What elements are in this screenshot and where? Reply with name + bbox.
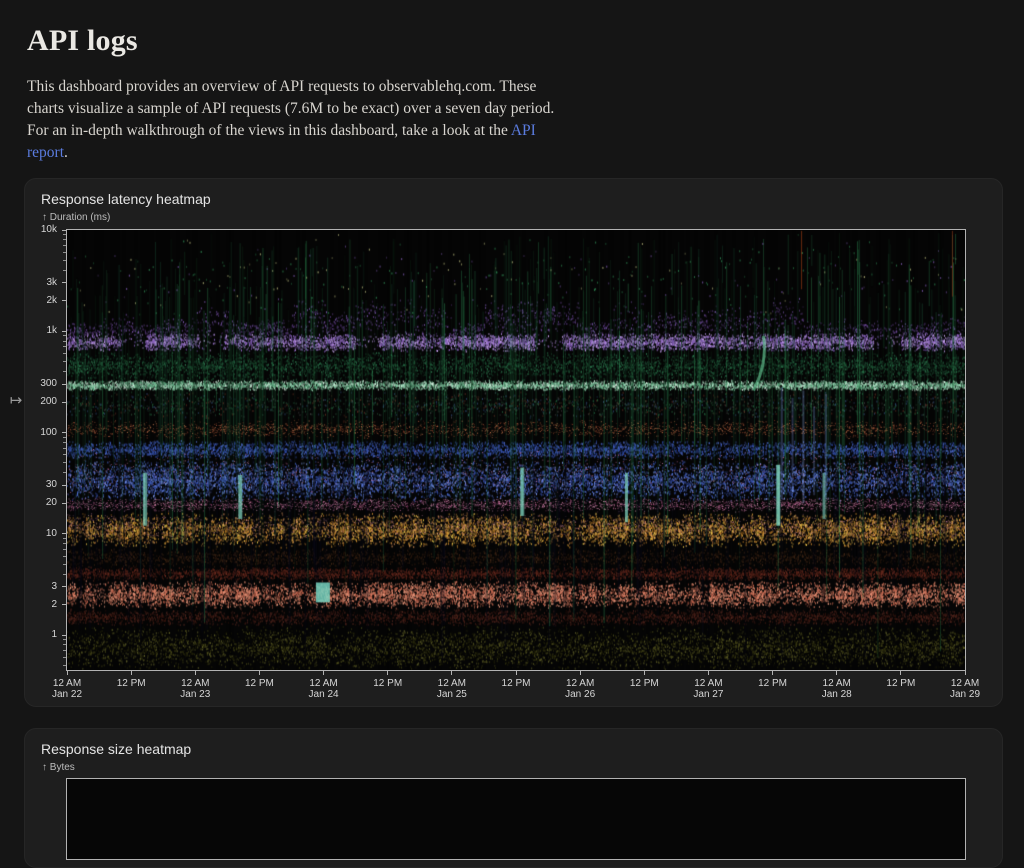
x-tick-label: 12 AMJan 28 <box>813 678 861 700</box>
y-minor-tick-mark <box>63 260 66 261</box>
x-tick-label: 12 AMJan 22 <box>43 678 91 700</box>
size-y-axis-label: ↑ Bytes <box>42 762 75 773</box>
x-tick-mark <box>836 670 837 675</box>
x-tick-label: 12 PM <box>877 678 925 689</box>
y-tick-mark <box>62 331 66 332</box>
latency-heatmap-canvas <box>67 230 965 670</box>
x-tick-mark <box>323 670 324 675</box>
y-minor-tick-mark <box>63 538 66 539</box>
y-tick-mark <box>62 635 66 636</box>
y-minor-tick-mark <box>63 650 66 651</box>
y-tick-mark <box>62 230 66 231</box>
y-minor-tick-mark <box>63 462 66 463</box>
y-minor-tick-mark <box>63 657 66 658</box>
y-tick-label: 3k <box>21 277 57 289</box>
y-minor-tick-mark <box>63 543 66 544</box>
x-tick-label: 12 AMJan 24 <box>300 678 348 700</box>
x-tick-mark <box>516 670 517 675</box>
y-tick-mark <box>62 533 66 534</box>
x-tick-mark <box>772 670 773 675</box>
page-header: API logs This dashboard provides an over… <box>27 24 587 164</box>
x-tick-mark <box>965 670 966 675</box>
y-minor-tick-mark <box>63 549 66 550</box>
y-tick-label: 300 <box>21 378 57 390</box>
x-tick-label: 12 PM <box>364 678 412 689</box>
x-tick-label: 12 PM <box>492 678 540 689</box>
y-minor-tick-mark <box>63 442 66 443</box>
y-tick-label: 1 <box>21 629 57 641</box>
y-tick-label: 10 <box>21 528 57 540</box>
y-tick-label: 2k <box>21 295 57 307</box>
y-minor-tick-mark <box>63 472 66 473</box>
size-heatmap-plot <box>66 778 966 860</box>
y-minor-tick-mark <box>63 371 66 372</box>
y-minor-tick-mark <box>63 556 66 557</box>
x-tick-mark <box>259 670 260 675</box>
size-heatmap-card: Response size heatmap ↑ Bytes <box>24 728 1003 868</box>
x-tick-mark <box>195 670 196 675</box>
y-minor-tick-mark <box>63 564 66 565</box>
y-minor-tick-mark <box>63 346 66 347</box>
intro-text: This dashboard provides an overview of A… <box>27 76 572 164</box>
y-minor-tick-mark <box>63 245 66 246</box>
y-tick-label: 200 <box>21 396 57 408</box>
y-tick-mark <box>62 604 66 605</box>
y-minor-tick-mark <box>63 665 66 666</box>
x-tick-label: 12 AMJan 23 <box>171 678 219 700</box>
y-minor-tick-mark <box>63 239 66 240</box>
y-minor-tick-mark <box>63 448 66 449</box>
y-tick-mark <box>62 402 66 403</box>
y-tick-label: 100 <box>21 427 57 439</box>
y-minor-tick-mark <box>63 437 66 438</box>
x-tick-label: 12 AMJan 26 <box>556 678 604 700</box>
x-tick-label: 12 PM <box>107 678 155 689</box>
x-tick-label: 12 AMJan 27 <box>684 678 732 700</box>
x-tick-mark <box>580 670 581 675</box>
latency-y-axis-label: ↑ Duration (ms) <box>42 212 110 223</box>
y-tick-mark <box>62 503 66 504</box>
y-minor-tick-mark <box>63 252 66 253</box>
y-tick-label: 20 <box>21 497 57 509</box>
x-tick-mark <box>131 670 132 675</box>
x-tick-mark <box>387 670 388 675</box>
y-minor-tick-mark <box>63 353 66 354</box>
x-tick-label: 12 AMJan 29 <box>941 678 989 700</box>
latency-heatmap-plot: 10k3k2k1k30020010030201032112 AMJan 2212… <box>66 229 966 671</box>
latency-card-title: Response latency heatmap <box>41 191 211 207</box>
size-card-title: Response size heatmap <box>41 741 191 757</box>
y-minor-tick-mark <box>63 335 66 336</box>
x-tick-label: 12 AMJan 25 <box>428 678 476 700</box>
y-tick-mark <box>62 282 66 283</box>
x-tick-label: 12 PM <box>749 678 797 689</box>
x-tick-mark <box>67 670 68 675</box>
y-minor-tick-mark <box>63 341 66 342</box>
y-minor-tick-mark <box>63 234 66 235</box>
y-minor-tick-mark <box>63 270 66 271</box>
intro-text-before-link: This dashboard provides an overview of A… <box>27 78 554 139</box>
x-tick-mark <box>708 670 709 675</box>
y-tick-mark <box>62 485 66 486</box>
page-title: API logs <box>27 24 587 58</box>
y-tick-mark <box>62 384 66 385</box>
y-minor-tick-mark <box>63 574 66 575</box>
y-tick-label: 2 <box>21 599 57 611</box>
y-tick-mark <box>62 300 66 301</box>
intro-text-after-link: . <box>64 144 68 161</box>
x-tick-mark <box>900 670 901 675</box>
y-tick-label: 3 <box>21 581 57 593</box>
y-minor-tick-mark <box>63 644 66 645</box>
y-tick-label: 10k <box>21 224 57 236</box>
x-tick-mark <box>451 670 452 675</box>
y-tick-label: 30 <box>21 479 57 491</box>
y-minor-tick-mark <box>63 454 66 455</box>
latency-heatmap-card: Response latency heatmap ↑ Duration (ms)… <box>24 178 1003 707</box>
y-minor-tick-mark <box>63 361 66 362</box>
y-minor-tick-mark <box>63 639 66 640</box>
y-tick-label: 1k <box>21 325 57 337</box>
x-tick-label: 12 PM <box>620 678 668 689</box>
x-tick-label: 12 PM <box>235 678 283 689</box>
y-tick-mark <box>62 586 66 587</box>
y-tick-mark <box>62 432 66 433</box>
x-tick-mark <box>644 670 645 675</box>
